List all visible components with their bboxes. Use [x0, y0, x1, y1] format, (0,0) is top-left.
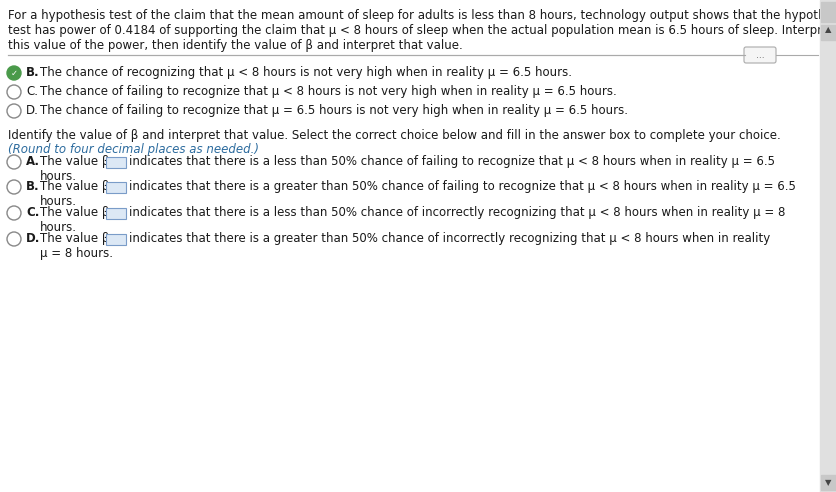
Text: indicates that there is a greater than 50% chance of incorrectly recognizing tha: indicates that there is a greater than 5… [130, 232, 770, 245]
Text: The chance of recognizing that μ < 8 hours is not very high when in reality μ = : The chance of recognizing that μ < 8 hou… [40, 66, 571, 79]
Bar [820, 25, 835, 40]
Text: D.: D. [26, 104, 38, 117]
Text: The chance of failing to recognize that μ = 6.5 hours is not very high when in r: The chance of failing to recognize that … [40, 104, 627, 117]
Text: ▲: ▲ [824, 26, 831, 34]
FancyBboxPatch shape [106, 182, 126, 192]
FancyBboxPatch shape [106, 208, 126, 218]
Text: B.: B. [26, 66, 39, 79]
Bar [820, 2, 835, 22]
Circle shape [7, 66, 21, 80]
Bar [819, 0, 836, 492]
FancyBboxPatch shape [743, 47, 775, 63]
Text: indicates that there is a greater than 50% chance of failing to recognize that μ: indicates that there is a greater than 5… [130, 180, 795, 193]
Text: C.: C. [26, 206, 39, 219]
Text: The value β =: The value β = [40, 232, 127, 245]
Text: hours.: hours. [40, 195, 77, 208]
Text: C.: C. [26, 85, 38, 98]
Text: test has power of 0.4184 of supporting the claim that μ < 8 hours of sleep when : test has power of 0.4184 of supporting t… [8, 24, 833, 37]
Text: For a hypothesis test of the claim that the mean amount of sleep for adults is l: For a hypothesis test of the claim that … [8, 9, 836, 22]
Text: hours.: hours. [40, 221, 77, 234]
Text: The value β =: The value β = [40, 155, 127, 168]
Text: The value β =: The value β = [40, 206, 127, 219]
Text: ✓: ✓ [11, 68, 18, 78]
Text: indicates that there is a less than 50% chance of incorrectly recognizing that μ: indicates that there is a less than 50% … [130, 206, 785, 219]
Bar [820, 475, 835, 490]
Text: hours.: hours. [40, 170, 77, 183]
Text: indicates that there is a less than 50% chance of failing to recognize that μ < : indicates that there is a less than 50% … [130, 155, 775, 168]
Text: B.: B. [26, 180, 39, 193]
Text: Identify the value of β and interpret that value. Select the correct choice belo: Identify the value of β and interpret th… [8, 129, 780, 142]
Text: A.: A. [26, 155, 40, 168]
Text: The chance of failing to recognize that μ < 8 hours is not very high when in rea: The chance of failing to recognize that … [40, 85, 616, 98]
Text: D.: D. [26, 232, 40, 245]
Text: ...: ... [755, 51, 763, 60]
Text: μ = 8 hours.: μ = 8 hours. [40, 247, 113, 260]
FancyBboxPatch shape [106, 234, 126, 245]
Text: (Round to four decimal places as needed.): (Round to four decimal places as needed.… [8, 143, 258, 156]
FancyBboxPatch shape [106, 156, 126, 167]
Text: The value β =: The value β = [40, 180, 127, 193]
Text: this value of the power, then identify the value of β and interpret that value.: this value of the power, then identify t… [8, 39, 462, 52]
Text: ▼: ▼ [824, 479, 831, 488]
